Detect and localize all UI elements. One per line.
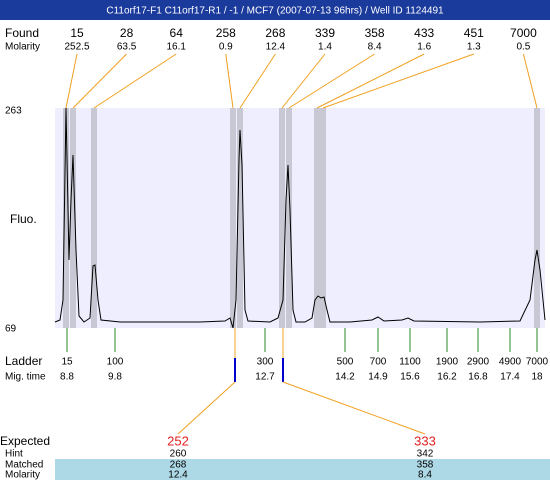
- molarity-label: Molarity: [5, 42, 40, 53]
- ladder-value: 700: [370, 357, 387, 368]
- peak-band: [314, 108, 320, 328]
- ladder-value: 1100: [399, 357, 421, 368]
- found-value: 258: [216, 26, 236, 40]
- matched-value: 268: [170, 460, 187, 471]
- found-connector: [322, 53, 474, 109]
- mig-time-value: 18: [531, 372, 543, 383]
- mig-time-value: 14.2: [335, 372, 355, 383]
- molarity-value: 16.1: [166, 42, 186, 53]
- found-label: Found: [5, 26, 39, 40]
- ladder-value: 2900: [467, 357, 490, 368]
- molarity-value: 1.6: [417, 42, 431, 53]
- found-connector: [288, 53, 375, 109]
- peak-band: [237, 108, 243, 328]
- found-connector: [316, 53, 425, 109]
- found-connector: [281, 53, 326, 109]
- found-value: 451: [464, 26, 484, 40]
- peak-band: [230, 108, 236, 328]
- molarity-value: 8.4: [368, 42, 382, 53]
- mig-time-value: 12.7: [255, 372, 275, 383]
- matched-band: [55, 459, 550, 480]
- mig-time-value: 17.4: [500, 372, 520, 383]
- hint-value: 342: [417, 449, 434, 460]
- matched-value: 358: [417, 460, 434, 471]
- found-value: 339: [315, 26, 335, 40]
- title-bar: [0, 0, 550, 20]
- found-connector: [65, 53, 78, 109]
- matched-molarity-value: 8.4: [418, 470, 432, 480]
- mig-time-value: 16.2: [437, 372, 457, 383]
- mig-time-value: 9.8: [108, 372, 122, 383]
- trace: [54, 107, 546, 329]
- mig-time-value: 15.6: [400, 372, 420, 383]
- ladder-value: 4900: [499, 357, 522, 368]
- molarity-value: 252.5: [64, 42, 89, 53]
- expected-value: 333: [414, 433, 436, 448]
- molarity-value: 1.3: [467, 42, 481, 53]
- peak-band: [534, 108, 540, 328]
- molarity-value: 0.5: [516, 42, 530, 53]
- molarity-value: 1.4: [318, 42, 332, 53]
- ladder-value: 1900: [436, 357, 459, 368]
- ladder-value: 7000: [526, 357, 549, 368]
- plot-area: [55, 108, 545, 328]
- found-connector: [93, 53, 177, 109]
- ladder-value: 300: [257, 357, 274, 368]
- molarity-value: 0.9: [219, 42, 233, 53]
- ladder-label: Ladder: [5, 354, 42, 368]
- mig-time-value: 8.8: [60, 372, 74, 383]
- found-connector: [225, 53, 234, 109]
- found-value: 358: [365, 26, 385, 40]
- expected-connector: [282, 381, 426, 435]
- found-connector: [239, 53, 276, 109]
- matched-molarity-value: 12.4: [168, 470, 188, 480]
- molarity-value: 63.5: [117, 42, 137, 53]
- found-value: 433: [414, 26, 434, 40]
- expected-value: 252: [167, 433, 189, 448]
- peak-band: [286, 108, 292, 328]
- found-value: 15: [70, 26, 84, 40]
- found-value: 28: [120, 26, 134, 40]
- ladder-value: 100: [107, 357, 124, 368]
- found-connector: [522, 53, 538, 109]
- title: C11orf17-F1 C11orf17-R1 / -1 / MCF7 (200…: [106, 6, 444, 17]
- matched-molarity-label: Molarity: [5, 470, 40, 480]
- found-value: 64: [170, 26, 184, 40]
- hint-value: 260: [170, 449, 187, 460]
- mig-time-value: 14.9: [368, 372, 388, 383]
- mig-time-label: Mig. time: [5, 372, 46, 383]
- peak-band: [70, 108, 76, 328]
- hint-label: Hint: [5, 449, 23, 460]
- ladder-value: 500: [337, 357, 354, 368]
- expected-connector: [177, 381, 236, 435]
- mig-time-value: 16.8: [468, 372, 488, 383]
- peak-band: [63, 108, 69, 328]
- fluo-min: 69: [5, 324, 17, 335]
- matched-label: Matched: [5, 460, 43, 471]
- expected-label: Expected: [0, 434, 50, 448]
- ladder-value: 15: [61, 357, 73, 368]
- found-value: 268: [265, 26, 285, 40]
- peak-band: [279, 108, 285, 328]
- peak-band: [91, 108, 97, 328]
- fluo-max: 263: [5, 106, 22, 117]
- fluo-label: Fluo.: [10, 212, 37, 226]
- molarity-value: 12.4: [266, 42, 286, 53]
- found-connector: [72, 53, 127, 109]
- peak-band: [320, 108, 326, 328]
- found-value: 7000: [510, 26, 537, 40]
